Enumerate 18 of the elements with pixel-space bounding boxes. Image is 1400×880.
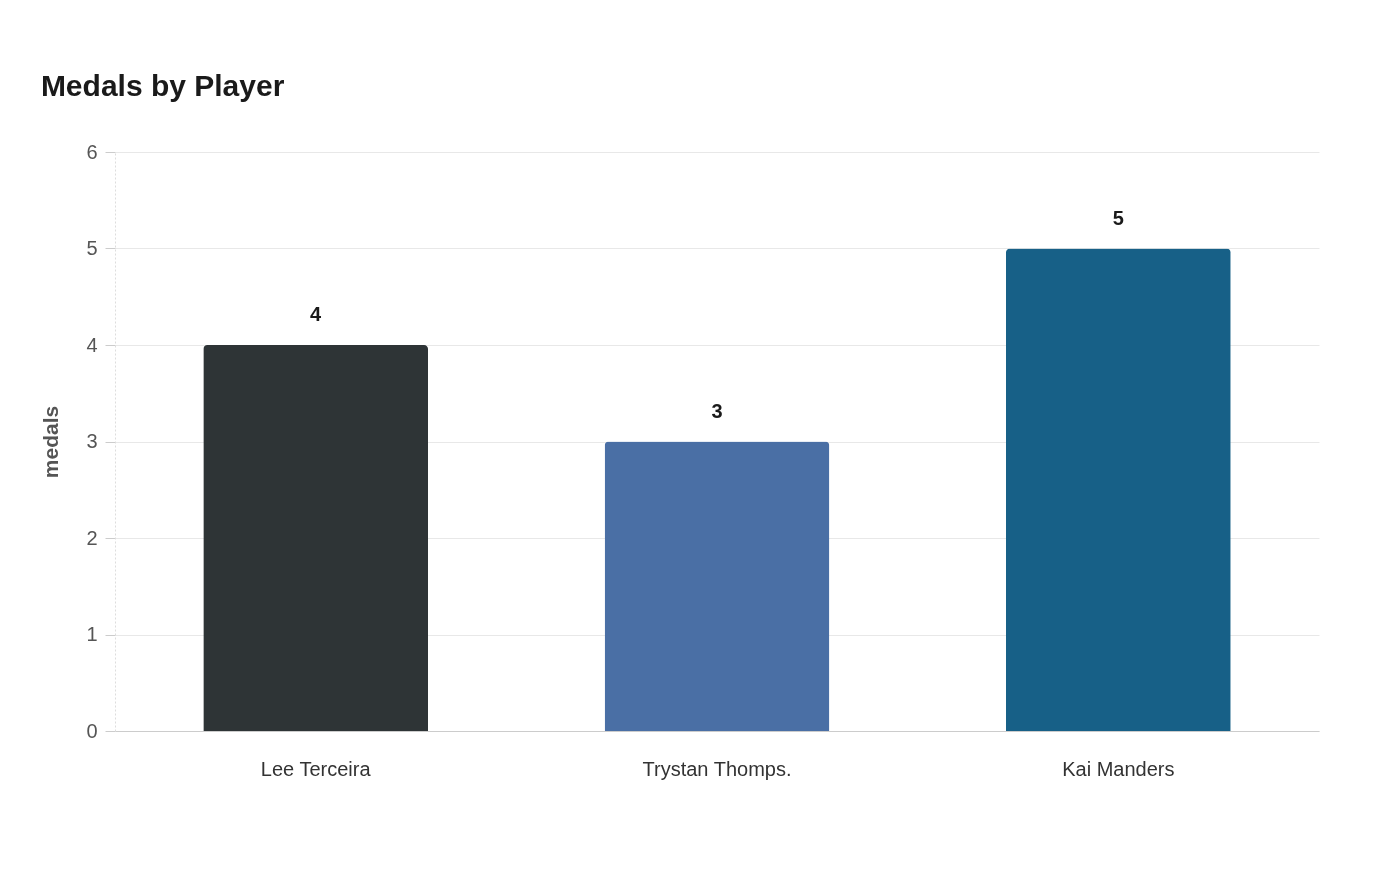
x-tick-label: Kai Manders <box>1062 757 1175 780</box>
chart-title: Medals by Player <box>40 69 285 102</box>
y-tick-label: 4 <box>86 333 98 356</box>
bar <box>604 441 830 731</box>
y-tick-label: 2 <box>86 526 98 549</box>
bar <box>1005 248 1231 731</box>
data-label: 3 <box>711 399 723 422</box>
bar <box>203 345 429 731</box>
data-label: 5 <box>1112 206 1124 229</box>
y-tick-label: 6 <box>86 140 98 163</box>
y-tick-label: 1 <box>86 623 98 645</box>
y-tick-label: 3 <box>86 430 98 452</box>
y-tick-label: 5 <box>86 237 98 259</box>
y-axis-title: medals <box>39 405 63 479</box>
data-label: 4 <box>310 303 323 325</box>
y-tick-label: 0 <box>86 719 98 742</box>
x-tick-label: Trystan Thomps. <box>642 757 792 780</box>
x-tick-label: Lee Terceira <box>260 757 372 780</box>
